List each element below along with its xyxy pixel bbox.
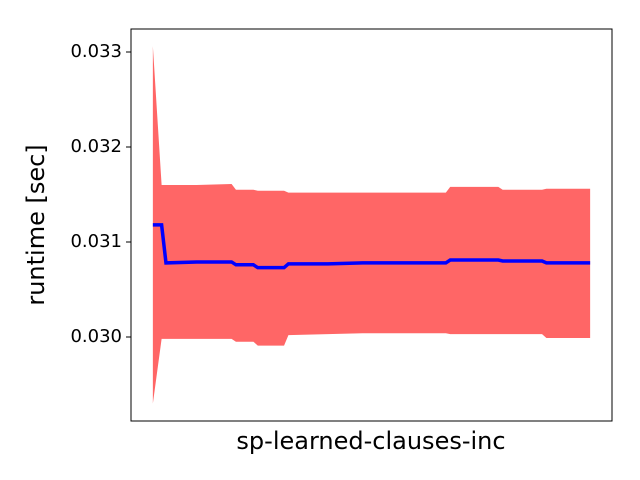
line xyxy=(152,223,591,270)
y-tick-label: 0.032 xyxy=(70,136,122,157)
y-tick-label: 0.030 xyxy=(70,326,122,347)
plot-frame xyxy=(130,28,613,422)
y-tick-label: 0.033 xyxy=(70,41,122,62)
y-tick-label: 0.031 xyxy=(70,231,122,252)
y-axis-label: runtime [sec] xyxy=(22,144,50,305)
band xyxy=(152,46,591,404)
x-axis-label: sp-learned-clauses-inc xyxy=(236,427,505,455)
